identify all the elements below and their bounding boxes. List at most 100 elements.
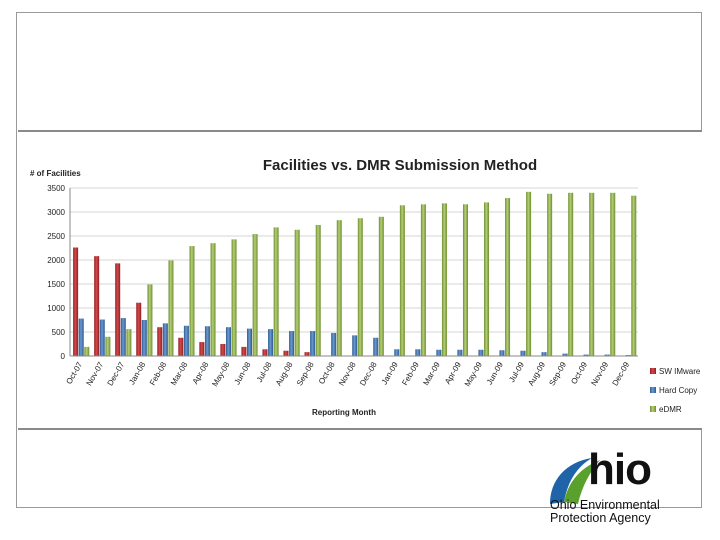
bar-edmr — [231, 239, 237, 356]
bar-edmr — [610, 192, 616, 356]
x-tick-label: Dec-09 — [611, 360, 632, 387]
x-tick-label: Jun-08 — [233, 360, 253, 386]
bar-hard-copy — [310, 331, 316, 356]
x-tick-label: Jun-09 — [485, 360, 505, 386]
x-tick-label: Sep-08 — [295, 360, 316, 387]
x-tick-label: Oct-07 — [64, 360, 84, 386]
x-tick-label: Jul-09 — [507, 360, 526, 384]
x-tick-label: Nov-09 — [589, 360, 610, 387]
bar-sw-imware — [94, 256, 100, 356]
legend: SW IMware Hard Copy eDMR — [650, 367, 701, 414]
bar-chart: Facilities vs. DMR Submission Method # o… — [30, 157, 701, 417]
bar-edmr — [462, 204, 468, 356]
bar-edmr — [547, 193, 553, 356]
bar-hard-copy — [78, 318, 84, 356]
bar-edmr — [105, 336, 111, 356]
bar-edmr — [252, 234, 258, 356]
y-tick-label: 3000 — [47, 208, 65, 217]
bar-edmr — [273, 227, 279, 356]
bar-sw-imware — [304, 352, 310, 356]
bar-edmr — [189, 246, 195, 356]
bar-edmr — [294, 229, 300, 356]
bar-sw-imware — [283, 350, 289, 356]
y-tick-label: 1000 — [47, 304, 65, 313]
bar-hard-copy — [352, 335, 358, 356]
bar-hard-copy — [541, 352, 547, 356]
bar-hard-copy — [373, 337, 379, 356]
bar-hard-copy — [331, 332, 337, 356]
y-tick-label: 1500 — [47, 280, 65, 289]
x-tick-label: May-09 — [463, 360, 484, 388]
bar-edmr — [631, 195, 637, 356]
bar-edmr — [484, 202, 490, 356]
legend-label: Hard Copy — [659, 386, 697, 395]
bar-edmr — [420, 204, 426, 356]
x-tick-label: Mar-08 — [169, 360, 190, 387]
x-tick-label: Feb-08 — [148, 360, 169, 387]
x-tick-label: Jan-08 — [127, 360, 147, 386]
x-tick-label: Sep-09 — [547, 360, 568, 387]
bars — [73, 191, 637, 356]
x-tick-label: Nov-07 — [85, 360, 106, 387]
bar-sw-imware — [241, 346, 247, 356]
bar-edmr — [526, 191, 532, 356]
y-tick-label: 0 — [61, 352, 66, 361]
x-tick-label: Nov-08 — [337, 360, 358, 387]
bar-hard-copy — [183, 325, 189, 356]
bar-hard-copy — [415, 349, 421, 356]
x-tick-label: Jul-08 — [255, 360, 274, 384]
bar-hard-copy — [604, 354, 610, 356]
bar-edmr — [378, 216, 384, 356]
legend-label: eDMR — [659, 405, 682, 414]
legend-swatch — [650, 387, 656, 393]
bar-edmr — [168, 260, 174, 356]
x-tick-label: Jan-09 — [380, 360, 400, 386]
bar-sw-imware — [115, 263, 121, 356]
axes — [69, 188, 638, 357]
x-tick-label: Mar-09 — [421, 360, 442, 387]
bar-hard-copy — [247, 328, 253, 356]
bar-hard-copy — [520, 350, 526, 356]
bar-hard-copy — [457, 349, 463, 356]
bar-hard-copy — [204, 326, 210, 356]
bar-sw-imware — [73, 247, 79, 356]
bar-sw-imware — [199, 342, 205, 356]
bar-hard-copy — [141, 320, 147, 356]
chart-panel: Facilities vs. DMR Submission Method # o… — [18, 130, 702, 430]
x-tick-label: Feb-09 — [400, 360, 421, 387]
bar-edmr — [589, 192, 595, 356]
bar-hard-copy — [162, 323, 168, 356]
y-tick-label: 3500 — [47, 184, 65, 193]
x-tick-label: Oct-09 — [569, 360, 589, 386]
bar-edmr — [84, 346, 90, 356]
bar-hard-copy — [436, 349, 442, 356]
y-axis-title: # of Facilities — [30, 169, 81, 178]
legend-swatch — [650, 406, 656, 412]
chart-title: Facilities vs. DMR Submission Method — [263, 157, 537, 174]
x-tick-label: Aug-09 — [526, 360, 547, 387]
gridlines — [70, 187, 638, 357]
bar-hard-copy — [478, 349, 484, 356]
y-tick-label: 500 — [52, 328, 66, 337]
bar-edmr — [399, 205, 405, 356]
bar-hard-copy — [120, 318, 126, 356]
bar-hard-copy — [225, 327, 231, 356]
bar-edmr — [147, 284, 153, 356]
bar-sw-imware — [157, 327, 163, 356]
x-tick-label: May-08 — [210, 360, 231, 388]
bar-hard-copy — [499, 350, 505, 356]
x-tick-label: Dec-08 — [358, 360, 379, 387]
bar-edmr — [315, 224, 321, 356]
ohio-swoosh-icon — [550, 458, 600, 504]
bar-edmr — [568, 192, 574, 356]
legend-label: SW IMware — [659, 367, 701, 376]
bar-hard-copy — [583, 354, 589, 356]
x-tick-label: Aug-08 — [274, 360, 295, 387]
logo-agency-line-2: Protection Agency — [550, 511, 651, 525]
bar-edmr — [210, 243, 216, 356]
y-tick-label: 2000 — [47, 256, 65, 265]
bar-edmr — [441, 203, 447, 356]
bar-edmr — [126, 329, 132, 356]
logo-agency-line-1: Ohio Environmental — [550, 498, 660, 512]
legend-swatch — [650, 368, 656, 374]
